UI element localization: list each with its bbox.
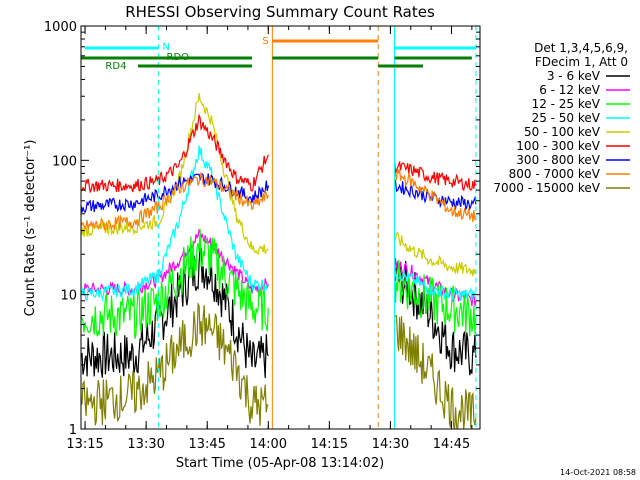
plot-frame xyxy=(80,25,481,430)
y-tick-label-100: 100 xyxy=(52,154,77,169)
series-line-800-7000-kev-part2 xyxy=(393,168,477,223)
flag-label-n: N xyxy=(162,42,169,53)
flag-label-rd4: RD4 xyxy=(105,61,126,72)
series-line-7000-15000-kev-part2 xyxy=(394,314,477,429)
x-axis-label: Start Time (05-Apr-08 13:14:02) xyxy=(176,456,384,471)
series-line-800-7000-kev-part1 xyxy=(81,172,269,231)
series-line-100-300-kev-part1 xyxy=(81,113,269,194)
flag-label-rdo: RDO xyxy=(167,52,190,63)
legend-label-300-800-kev: 300 - 800 keV xyxy=(516,153,600,167)
x-tick-label-14:15: 14:15 xyxy=(311,437,348,452)
legend-label-800-7000-kev: 800 - 7000 keV xyxy=(509,167,601,181)
x-tick-label-14:45: 14:45 xyxy=(433,437,470,452)
y-tick-label-1000: 1000 xyxy=(44,20,77,35)
legend-label-100-300-kev: 100 - 300 keV xyxy=(516,139,600,153)
legend-label-12-25-kev: 12 - 25 keV xyxy=(532,97,601,111)
series-line-50-100-kev-part2 xyxy=(394,231,477,277)
footer-date: 14-Oct-2021 08:58 xyxy=(560,468,636,477)
y-tick-label-10: 10 xyxy=(60,289,77,304)
series-line-25-50-kev-part1 xyxy=(81,145,269,302)
legend-label-3-6-kev: 3 - 6 keV xyxy=(547,69,601,83)
tick-layer: 13:15 13:30 13:45 14:00 14:15 14:30 14:45 1 10 10… xyxy=(44,20,480,452)
x-tick-label-14:00: 14:00 xyxy=(250,437,287,452)
series-line-12-25-kev-part2 xyxy=(393,259,477,337)
y-tick-label-1: 1 xyxy=(69,423,77,438)
x-tick-label-13:15: 13:15 xyxy=(66,437,103,452)
series-line-50-100-kev-part1 xyxy=(81,93,269,256)
legend-header-line-1: Det 1,3,4,5,6,9, xyxy=(534,41,628,55)
x-tick-label-14:30: 14:30 xyxy=(372,437,409,452)
x-tick-label-13:45: 13:45 xyxy=(188,437,225,452)
legend-label-50-100-kev: 50 - 100 keV xyxy=(524,125,601,139)
series-line-7000-15000-kev-part1 xyxy=(81,301,269,426)
chart-title: RHESSI Observing Summary Count Rates xyxy=(125,3,435,21)
flag-label-s: S xyxy=(262,36,268,47)
x-tick-label-13:30: 13:30 xyxy=(127,437,164,452)
legend-header-line-2: FDecim 1, Att 0 xyxy=(535,55,628,69)
legend-label-25-50-kev: 25 - 50 keV xyxy=(532,111,601,125)
series-line-12-25-kev-part1 xyxy=(81,228,269,339)
legend-label-6-12-kev: 6 - 12 keV xyxy=(539,83,601,97)
marker-layer xyxy=(157,26,477,429)
series-line-100-300-kev-part2 xyxy=(393,161,477,192)
series-line-3-6-kev-part1 xyxy=(81,247,269,379)
series-line-25-50-kev-part2 xyxy=(393,264,477,302)
y-axis-label: Count Rate (s⁻¹ detector⁻¹) xyxy=(23,140,38,317)
series-layer xyxy=(81,93,477,429)
series-line-6-12-kev-part1 xyxy=(81,229,269,298)
legend-label-7000-15000-kev: 7000 - 15000 keV xyxy=(493,181,600,195)
